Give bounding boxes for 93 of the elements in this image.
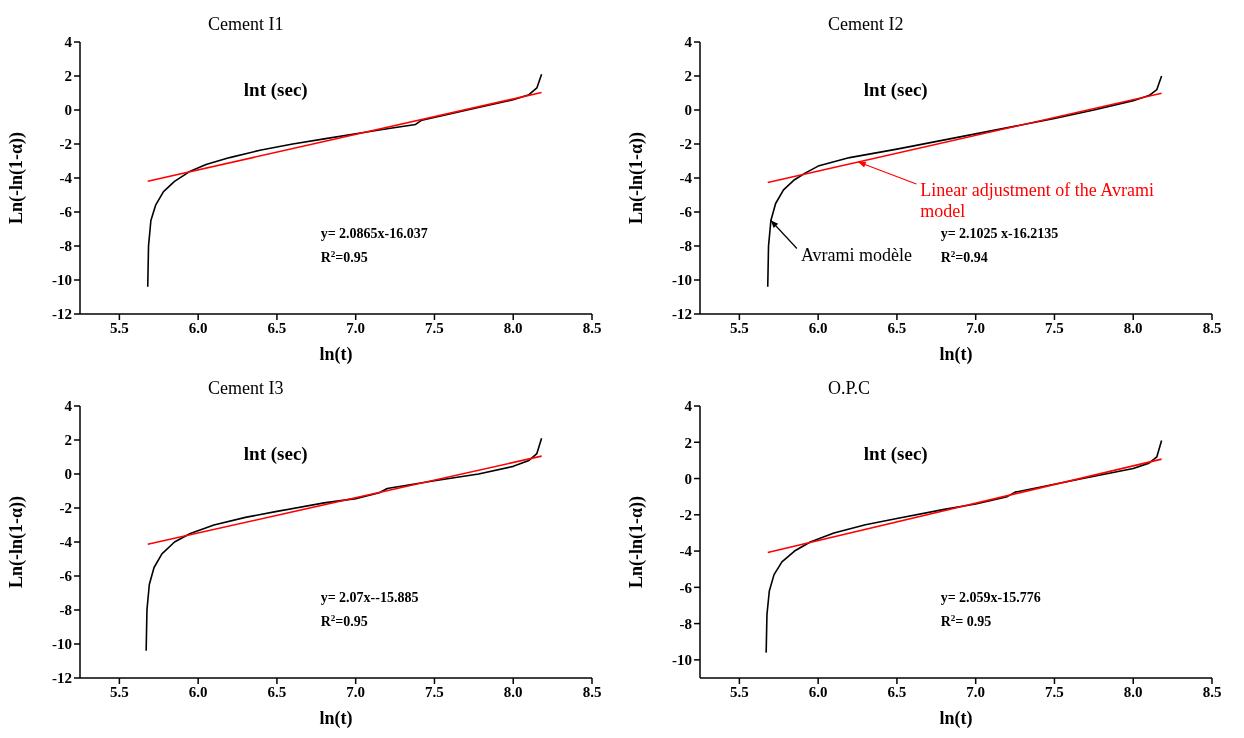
legend-label: Avrami modèle (800, 244, 913, 265)
annotation: lnt (sec) (243, 443, 308, 466)
x-axis-title: ln(t) (939, 344, 973, 365)
y-tick-label: 4 (64, 34, 73, 51)
y-tick-label: -10 (672, 652, 692, 669)
annotation: R$^{2}$= 0.95 (940, 613, 992, 630)
annotation: lnt (sec) (243, 79, 308, 102)
line-series (146, 73, 543, 288)
y-tick-label: 2 (684, 434, 692, 451)
x-tick-label: 5.5 (730, 319, 749, 336)
x-tick-label: 7.5 (425, 319, 444, 336)
annotation: R$^{2}$=0.95 (320, 613, 368, 630)
y-tick-label: 0 (684, 470, 692, 487)
y-axis-title: Ln(-ln(1-α)) (626, 495, 648, 589)
x-tick-label: 8.5 (582, 683, 602, 700)
y-tick-label: -10 (672, 272, 692, 289)
y-tick-label: -4 (679, 543, 693, 560)
x-axis-title: ln(t) (939, 708, 973, 729)
x-tick-label: 6.5 (887, 319, 907, 336)
chart-title: Cement I2 (828, 14, 904, 34)
annotation: R$^{2}$=0.94 (940, 249, 988, 266)
x-tick-label: 6.5 (887, 683, 907, 700)
x-tick-label: 7.5 (1045, 319, 1064, 336)
y-tick-label: -10 (52, 272, 72, 289)
x-tick-label: 5.5 (110, 319, 129, 336)
annotation: y= 2.1025 x-16.2135 (940, 225, 1059, 241)
annotation: y= 2.07x--15.885 (320, 589, 419, 605)
x-tick-label: 7.5 (425, 683, 444, 700)
y-tick-label: -6 (59, 204, 73, 221)
annotation: lnt (sec) (863, 443, 928, 466)
y-axis-title: Ln(-ln(1-α)) (626, 131, 648, 225)
annotation: y= 2.059x-15.776 (940, 589, 1041, 605)
x-tick-label: 5.5 (730, 683, 749, 700)
y-tick-label: -8 (59, 238, 72, 255)
chart-title: Cement I3 (208, 378, 284, 398)
x-tick-label: 7.5 (1045, 683, 1064, 700)
x-tick-label: 6.5 (267, 319, 287, 336)
y-tick-label: 2 (64, 68, 72, 85)
x-tick-label: 6.0 (808, 683, 828, 700)
x-tick-label: 7.0 (966, 319, 986, 336)
x-tick-label: 6.0 (188, 683, 208, 700)
x-tick-label: 8.0 (503, 683, 523, 700)
annotation: y= 2.0865x-16.037 (320, 225, 428, 241)
x-tick-label: 5.5 (110, 683, 129, 700)
x-tick-label: 8.5 (1202, 683, 1222, 700)
annotation: lnt (sec) (863, 79, 928, 102)
chart-title: O.P.C (828, 378, 871, 398)
y-tick-label: 4 (64, 398, 73, 415)
y-tick-label: 2 (64, 432, 72, 449)
x-tick-label: 8.5 (1202, 319, 1222, 336)
y-tick-label: 4 (684, 34, 693, 51)
series-label: Linear adjustment of the Avrami model (920, 180, 1154, 222)
y-tick-label: -4 (59, 534, 73, 551)
y-tick-label: -8 (679, 615, 692, 632)
y-tick-label: -2 (679, 136, 692, 153)
y-tick-label: -2 (59, 500, 72, 517)
x-tick-label: 7.0 (346, 319, 366, 336)
x-axis-title: ln(t) (319, 708, 353, 729)
line-series (766, 75, 1163, 288)
y-tick-label: -12 (52, 306, 72, 323)
y-tick-label: 2 (684, 68, 692, 85)
y-tick-label: 4 (684, 398, 693, 415)
y-tick-label: -8 (679, 238, 692, 255)
y-tick-label: -2 (679, 507, 692, 524)
y-tick-label: 0 (64, 102, 72, 119)
annotation: R$^{2}$=0.95 (320, 249, 368, 266)
y-tick-label: 0 (684, 102, 692, 119)
y-tick-label: -6 (679, 579, 693, 596)
y-axis-title: Ln(-ln(1-α)) (6, 131, 28, 225)
y-tick-label: -10 (52, 636, 72, 653)
x-tick-label: 6.5 (267, 683, 287, 700)
x-tick-label: 8.5 (582, 319, 602, 336)
line-series (765, 439, 1163, 654)
chart-title: Cement I1 (208, 14, 284, 34)
y-tick-label: -2 (59, 136, 72, 153)
x-tick-label: 8.0 (1123, 319, 1143, 336)
y-tick-label: -4 (679, 170, 693, 187)
x-tick-label: 8.0 (1123, 683, 1143, 700)
x-tick-label: 8.0 (503, 319, 523, 336)
line-series (145, 437, 543, 652)
y-tick-label: 0 (64, 466, 72, 483)
x-axis-title: ln(t) (319, 344, 353, 365)
y-tick-label: -8 (59, 602, 72, 619)
y-tick-label: -12 (672, 306, 692, 323)
x-tick-label: 6.0 (188, 319, 208, 336)
y-tick-label: -6 (59, 568, 73, 585)
y-tick-label: -6 (679, 204, 693, 221)
y-tick-label: -12 (52, 670, 72, 687)
x-tick-label: 7.0 (966, 683, 986, 700)
x-tick-label: 7.0 (346, 683, 366, 700)
y-axis-title: Ln(-ln(1-α)) (6, 495, 28, 589)
x-tick-label: 6.0 (808, 319, 828, 336)
y-tick-label: -4 (59, 170, 73, 187)
